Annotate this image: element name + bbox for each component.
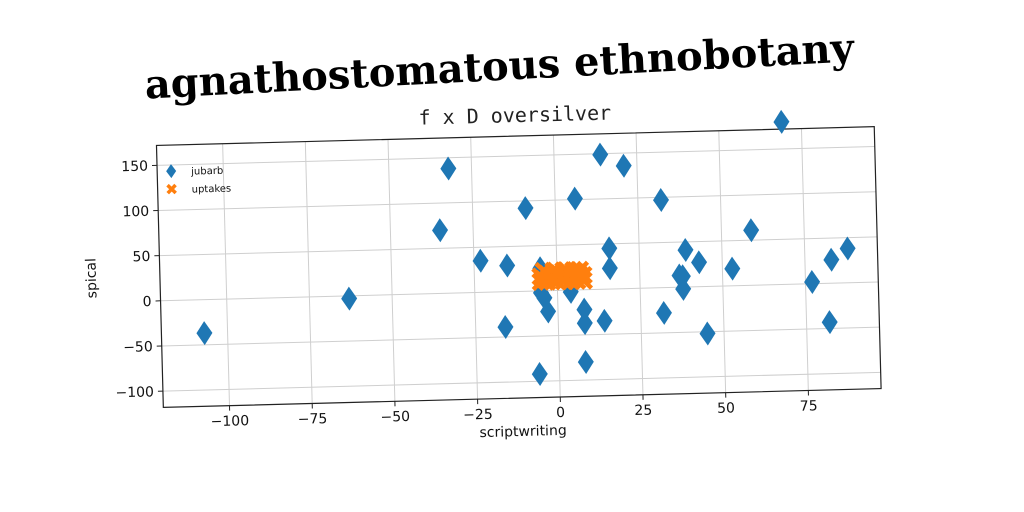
data-point <box>839 236 856 261</box>
data-point <box>196 321 213 346</box>
data-point <box>341 286 358 311</box>
x-tick-label: −100 <box>210 413 249 430</box>
y-grid-line <box>158 191 876 211</box>
data-point <box>674 264 691 289</box>
data-point <box>743 218 760 243</box>
data-point <box>821 310 838 335</box>
legend-marker <box>166 183 177 195</box>
y-grid-line <box>161 326 880 347</box>
data-point <box>601 236 618 261</box>
series-uptakes <box>531 260 594 292</box>
data-point <box>823 247 840 272</box>
x-tick-label: 50 <box>717 400 735 416</box>
data-point <box>724 256 741 281</box>
y-grid-line <box>162 371 881 392</box>
data-point <box>596 308 613 333</box>
data-point <box>675 276 692 301</box>
x-grid-line <box>718 130 727 393</box>
data-point <box>517 196 534 221</box>
x-tick-label: 0 <box>556 405 565 421</box>
x-grid-line <box>387 139 396 402</box>
y-axis-label: spical <box>83 258 100 299</box>
y-tick-label: −100 <box>115 384 154 401</box>
data-point <box>531 362 548 387</box>
data-point <box>499 253 516 278</box>
legend: jubarb uptakes <box>166 164 232 196</box>
data-point <box>440 156 457 181</box>
grid <box>156 128 881 406</box>
data-point <box>804 269 821 294</box>
x-tick-label: 75 <box>800 398 818 414</box>
plot-frame <box>155 126 882 408</box>
data-point <box>497 315 514 340</box>
chart-title: f x D oversilver <box>418 101 611 130</box>
x-axis-label: scriptwriting <box>479 423 567 441</box>
legend-label: uptakes <box>192 184 232 196</box>
x-grid-line <box>470 137 479 400</box>
x-tick-label: −50 <box>380 409 410 426</box>
data-point <box>576 297 593 322</box>
data-point <box>472 248 489 273</box>
data-point <box>691 250 708 275</box>
y-tick-label: 150 <box>121 159 148 176</box>
x-grid-line <box>304 141 313 404</box>
data-point <box>655 300 672 325</box>
data-point <box>773 109 790 134</box>
y-tick-label: −50 <box>123 339 153 356</box>
y-tick-label: 100 <box>122 204 149 221</box>
data-point <box>566 186 583 211</box>
data-point <box>677 238 694 263</box>
chart-suptitle: agnathostomatous ethnobotany <box>144 24 857 108</box>
x-grid-line <box>635 132 644 395</box>
data-point <box>432 218 449 243</box>
data-point <box>615 153 632 178</box>
x-tick-label: −25 <box>463 407 493 424</box>
data-point <box>577 349 594 374</box>
data-point <box>592 142 609 167</box>
x-tick-label: −75 <box>298 411 328 428</box>
legend-label: jubarb <box>190 166 223 178</box>
data-point <box>699 321 716 346</box>
data-point <box>601 256 618 281</box>
series-jubarb <box>196 109 856 387</box>
data-point <box>537 264 557 283</box>
x-grid-line <box>800 128 809 391</box>
legend-marker <box>166 164 177 179</box>
data-point <box>576 311 593 336</box>
data-point <box>540 299 557 324</box>
x-tick-label: 25 <box>634 403 652 419</box>
x-grid-line <box>222 143 230 406</box>
y-grid-line <box>159 236 878 257</box>
plot-area <box>196 109 856 387</box>
data-point <box>567 263 587 283</box>
y-tick-label: 50 <box>132 249 150 265</box>
axis-ticks: −100 −75 −50 −25 0 25 50 75 −100 −50 0 50 100 150 <box>115 159 818 431</box>
y-tick-label: 0 <box>142 294 151 310</box>
y-grid-line <box>156 146 875 166</box>
data-point <box>653 188 670 213</box>
y-grid-line <box>160 281 879 302</box>
